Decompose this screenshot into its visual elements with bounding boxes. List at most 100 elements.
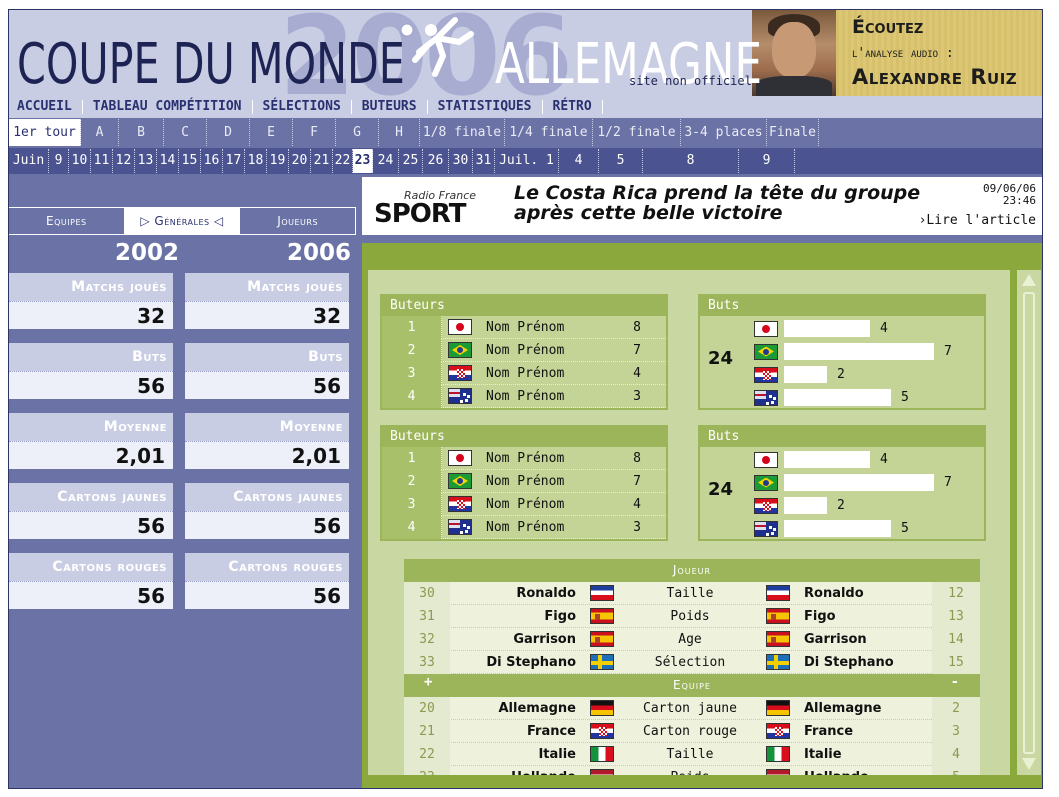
scorer-row[interactable]: 3 Nom Prénom 4 xyxy=(382,492,666,516)
scroll-track[interactable] xyxy=(1023,292,1035,754)
scorer-row[interactable]: 4 Nom Prénom 3 xyxy=(382,515,666,539)
date-tab-22[interactable]: 4 xyxy=(559,149,599,173)
year-2006-heading: 2006 xyxy=(286,240,351,266)
date-tab-23[interactable]: 5 xyxy=(599,149,643,173)
date-tab-5[interactable]: 13 xyxy=(135,149,157,173)
nav-item-5[interactable]: RÉTRO xyxy=(543,100,603,114)
nav-item-0[interactable]: ACCUEIL xyxy=(9,100,83,114)
stat-value: 56 xyxy=(185,371,349,399)
phase-tab-1[interactable]: A xyxy=(81,119,119,146)
right-name[interactable]: Garrison xyxy=(804,631,867,647)
date-tab-21[interactable]: Juil. 1 xyxy=(495,149,559,173)
date-tab-2[interactable]: 10 xyxy=(69,149,91,173)
date-tab-13[interactable]: 21 xyxy=(311,149,333,173)
scorer-row[interactable]: 2 Nom Prénom 7 xyxy=(382,469,666,493)
right-name[interactable]: Allemagne xyxy=(804,700,882,716)
phase-tab-9[interactable]: 1/8 finale xyxy=(420,119,505,146)
phase-tab-10[interactable]: 1/4 finale xyxy=(505,119,593,146)
nav-item-1[interactable]: TABLEAU COMPÉTITION xyxy=(83,100,253,114)
left-name[interactable]: Hollande xyxy=(450,770,578,776)
date-tab-7[interactable]: 15 xyxy=(179,149,201,173)
date-tab-17[interactable]: 25 xyxy=(399,149,423,173)
right-name[interactable]: Italie xyxy=(804,746,842,762)
nav-item-4[interactable]: STATISTIQUES xyxy=(428,100,543,114)
right-name[interactable]: Hollande xyxy=(802,770,932,776)
phase-tab-2[interactable]: B xyxy=(119,119,164,146)
phase-tab-5[interactable]: E xyxy=(250,119,293,146)
right-name[interactable]: Ronaldo xyxy=(804,585,864,601)
tab-joueurs[interactable]: Joueurs xyxy=(240,208,357,234)
comparison-row[interactable]: 23HollandePoidsHollande5 xyxy=(404,765,980,776)
phase-tab-0[interactable]: 1er tour xyxy=(9,119,81,146)
scorer-row[interactable]: 1 Nom Prénom 8 xyxy=(382,315,666,339)
right-name[interactable]: Di Stephano xyxy=(804,654,894,670)
phase-tab-6[interactable]: F xyxy=(293,119,336,146)
tab-equipes[interactable]: Equipes xyxy=(9,208,125,234)
br-flag-icon xyxy=(754,474,778,491)
date-tab-18[interactable]: 26 xyxy=(423,149,449,173)
date-tab-3[interactable]: 11 xyxy=(91,149,113,173)
right-rank: 14 xyxy=(932,627,980,651)
phase-tab-12[interactable]: 3-4 places xyxy=(681,119,767,146)
date-tab-1[interactable]: 9 xyxy=(49,149,69,173)
goal-count: 2 xyxy=(837,498,845,513)
date-tab-20[interactable]: 31 xyxy=(473,149,495,173)
comparison-row[interactable]: 20 Allemagne Carton jaune Allemagne 2 xyxy=(404,696,980,720)
phase-tab-4[interactable]: D xyxy=(207,119,250,146)
scrollbar[interactable] xyxy=(1017,270,1041,775)
site-title[interactable]: COUPE DU MONDE xyxy=(17,32,405,97)
comparison-row[interactable]: 32 Garrison Age Garrison 14 xyxy=(404,627,980,651)
date-tab-11[interactable]: 19 xyxy=(267,149,289,173)
right-flag-cell xyxy=(754,585,802,601)
scorer-row[interactable]: 1 Nom Prénom 8 xyxy=(382,446,666,470)
left-name[interactable]: Ronaldo xyxy=(516,585,576,601)
news-banner[interactable]: Radio France SPORT Le Costa Rica prend l… xyxy=(362,177,1042,235)
nav-item-3[interactable]: BUTEURS xyxy=(352,100,428,114)
date-tab-9[interactable]: 17 xyxy=(223,149,245,173)
comparison-row[interactable]: 30 Ronaldo Taille Ronaldo 12 xyxy=(404,581,980,605)
criterion-label: Poids xyxy=(670,608,710,624)
comparison-row[interactable]: 21 France Carton rouge France 3 xyxy=(404,719,980,743)
date-tab-16[interactable]: 24 xyxy=(373,149,399,173)
date-tab-10[interactable]: 18 xyxy=(245,149,267,173)
scorer-row[interactable]: 2 Nom Prénom 7 xyxy=(382,338,666,362)
nav-item-2[interactable]: SÉLECTIONS xyxy=(253,100,352,114)
scorer-row[interactable]: 3 Nom Prénom 4 xyxy=(382,361,666,385)
phase-tab-7[interactable]: G xyxy=(336,119,379,146)
left-name[interactable]: Figo xyxy=(544,608,576,624)
scroll-up-icon[interactable] xyxy=(1022,274,1036,286)
left-name[interactable]: Italie xyxy=(538,746,576,762)
right-name[interactable]: France xyxy=(804,723,854,739)
comparison-row[interactable]: 31 Figo Poids Figo 13 xyxy=(404,604,980,628)
left-name[interactable]: Garrison xyxy=(513,631,576,647)
phase-tab-13[interactable]: Finale xyxy=(767,119,819,146)
read-article-link[interactable]: ›Lire l'article xyxy=(918,213,1036,228)
right-name[interactable]: Figo xyxy=(804,608,836,624)
left-name[interactable]: Di Stephano xyxy=(486,654,576,670)
date-tab-24[interactable]: 8 xyxy=(643,149,739,173)
date-tab-12[interactable]: 20 xyxy=(289,149,311,173)
goal-bar xyxy=(784,366,827,383)
phase-tab-11[interactable]: 1/2 finale xyxy=(593,119,681,146)
comparison-row[interactable]: 22 Italie Taille Italie 4 xyxy=(404,742,980,766)
left-name[interactable]: Allemagne xyxy=(498,700,577,716)
scroll-down-icon[interactable] xyxy=(1022,758,1036,770)
comparison-row[interactable]: 33 Di Stephano Sélection Di Stephano 15 xyxy=(404,650,980,674)
scorer-row[interactable]: 4 Nom Prénom 3 xyxy=(382,384,666,408)
date-tab-15[interactable]: 23 xyxy=(353,149,373,173)
date-tab-0[interactable]: Juin xyxy=(9,149,49,173)
sort-minus-button[interactable]: - xyxy=(950,674,960,690)
sort-plus-button[interactable]: + xyxy=(424,674,434,690)
left-name[interactable]: France xyxy=(526,723,576,739)
phase-tab-8[interactable]: H xyxy=(379,119,420,146)
tab-generales[interactable]: ▷ Générales ◁ xyxy=(124,208,241,234)
audio-promo[interactable]: Écoutez l'analyse audio : Alexandre Ruiz xyxy=(752,10,1042,96)
date-tab-6[interactable]: 14 xyxy=(157,149,179,173)
date-tab-25[interactable]: 9 xyxy=(739,149,795,173)
phase-tab-3[interactable]: C xyxy=(164,119,207,146)
news-headline[interactable]: Le Costa Rica prend la tête du groupe ap… xyxy=(514,182,921,224)
date-tab-19[interactable]: 30 xyxy=(449,149,473,173)
date-tab-14[interactable]: 22 xyxy=(333,149,353,173)
date-tab-4[interactable]: 12 xyxy=(113,149,135,173)
date-tab-8[interactable]: 16 xyxy=(201,149,223,173)
